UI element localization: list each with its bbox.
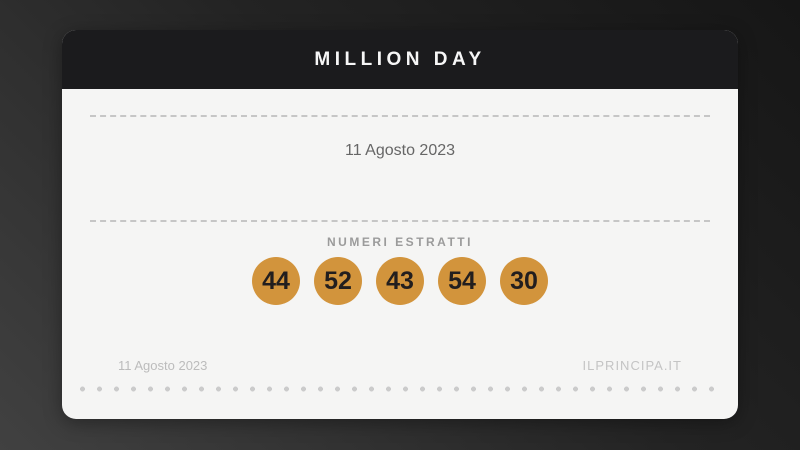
footer-source: ILPRINCIPA.IT xyxy=(582,358,682,373)
dotted-divider-bottom xyxy=(74,386,726,392)
dashed-divider-top xyxy=(90,115,710,117)
card-body: 11 Agosto 2023 NUMERI ESTRATTI 44 52 43 … xyxy=(62,115,738,419)
drawn-number-ball: 43 xyxy=(376,257,424,305)
numbers-label: NUMERI ESTRATTI xyxy=(327,235,473,249)
card-header: MILLION DAY xyxy=(62,30,738,89)
dashed-divider-middle xyxy=(90,220,710,222)
page-title: MILLION DAY xyxy=(314,48,486,70)
drawn-number-ball: 52 xyxy=(314,257,362,305)
drawn-number-ball: 30 xyxy=(500,257,548,305)
card-footer: 11 Agosto 2023 ILPRINCIPA.IT xyxy=(62,358,738,374)
drawn-number-ball: 54 xyxy=(438,257,486,305)
footer-date: 11 Agosto 2023 xyxy=(118,358,208,373)
drawn-numbers-row: 44 52 43 54 30 xyxy=(62,257,738,305)
draw-date: 11 Agosto 2023 xyxy=(344,142,456,159)
lottery-results-card: MILLION DAY 11 Agosto 2023 NUMERI ESTRAT… xyxy=(62,30,738,419)
drawn-number-ball: 44 xyxy=(252,257,300,305)
